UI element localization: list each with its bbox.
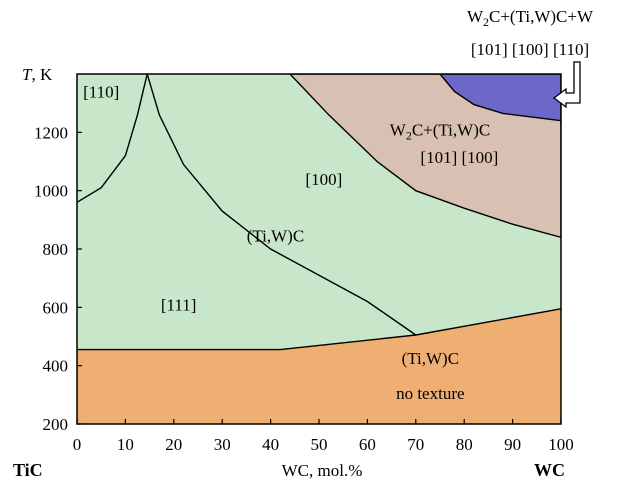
boundary-110-100-111: [146, 74, 417, 336]
x-tick-label: 70: [407, 435, 424, 454]
region-label: (Ti,W)C: [247, 227, 304, 246]
region-label: [110]: [83, 82, 119, 101]
x-tick-label: 50: [311, 435, 328, 454]
x-tick-label: 80: [456, 435, 473, 454]
y-tick-label: 800: [43, 240, 69, 259]
top-annotation-formula: W2C+(Ti,W)C+W: [467, 7, 594, 29]
x-axis-label: WC, mol.%: [282, 461, 363, 480]
y-tick-label: 1200: [34, 123, 68, 142]
right-end-label: WC: [534, 460, 565, 480]
y-tick-label: 200: [43, 415, 69, 434]
left-end-label: TiC: [13, 460, 43, 480]
x-tick-label: 10: [117, 435, 134, 454]
x-tick-label: 20: [165, 435, 182, 454]
region-label: [101] [100]: [420, 148, 498, 167]
region-label: (Ti,W)C: [402, 349, 459, 368]
x-tick-label: 90: [504, 435, 521, 454]
y-tick-label: 400: [43, 357, 69, 376]
top-annotation-textures: [101] [100] [110]: [471, 40, 589, 59]
region-label: no texture: [396, 384, 464, 403]
region-labels: [110] [100] (Ti,W)C [111] W2C+(Ti,W)C [101] […: [83, 82, 498, 403]
x-tick-label: 30: [214, 435, 231, 454]
boundary-111-110: [77, 74, 148, 203]
region-tan: [289, 74, 561, 239]
region-label: W2C+(Ti,W)C: [390, 120, 490, 142]
region-no-texture: [77, 308, 561, 424]
y-axis: 200 400 600 800 1000 1200: [34, 123, 82, 434]
x-tick-label: 60: [359, 435, 376, 454]
y-tick-label: 1000: [34, 182, 68, 201]
regions-group: [77, 74, 561, 424]
top-annotation: W2C+(Ti,W)C+W [101] [100] [110]: [467, 7, 594, 109]
y-tick-label: 600: [43, 298, 69, 317]
region-label: [100]: [305, 170, 342, 189]
region-label: [111]: [161, 295, 197, 314]
boundary-lower: [77, 308, 561, 351]
y-axis-label: T, K: [22, 65, 53, 84]
region-blue: [439, 74, 561, 122]
x-tick-label: 100: [548, 435, 574, 454]
x-tick-label: 40: [262, 435, 279, 454]
x-axis: 0 10 20 30 40 50 60 70 80 90 100: [73, 419, 574, 454]
x-tick-label: 0: [73, 435, 82, 454]
arrow-icon: [552, 61, 581, 109]
